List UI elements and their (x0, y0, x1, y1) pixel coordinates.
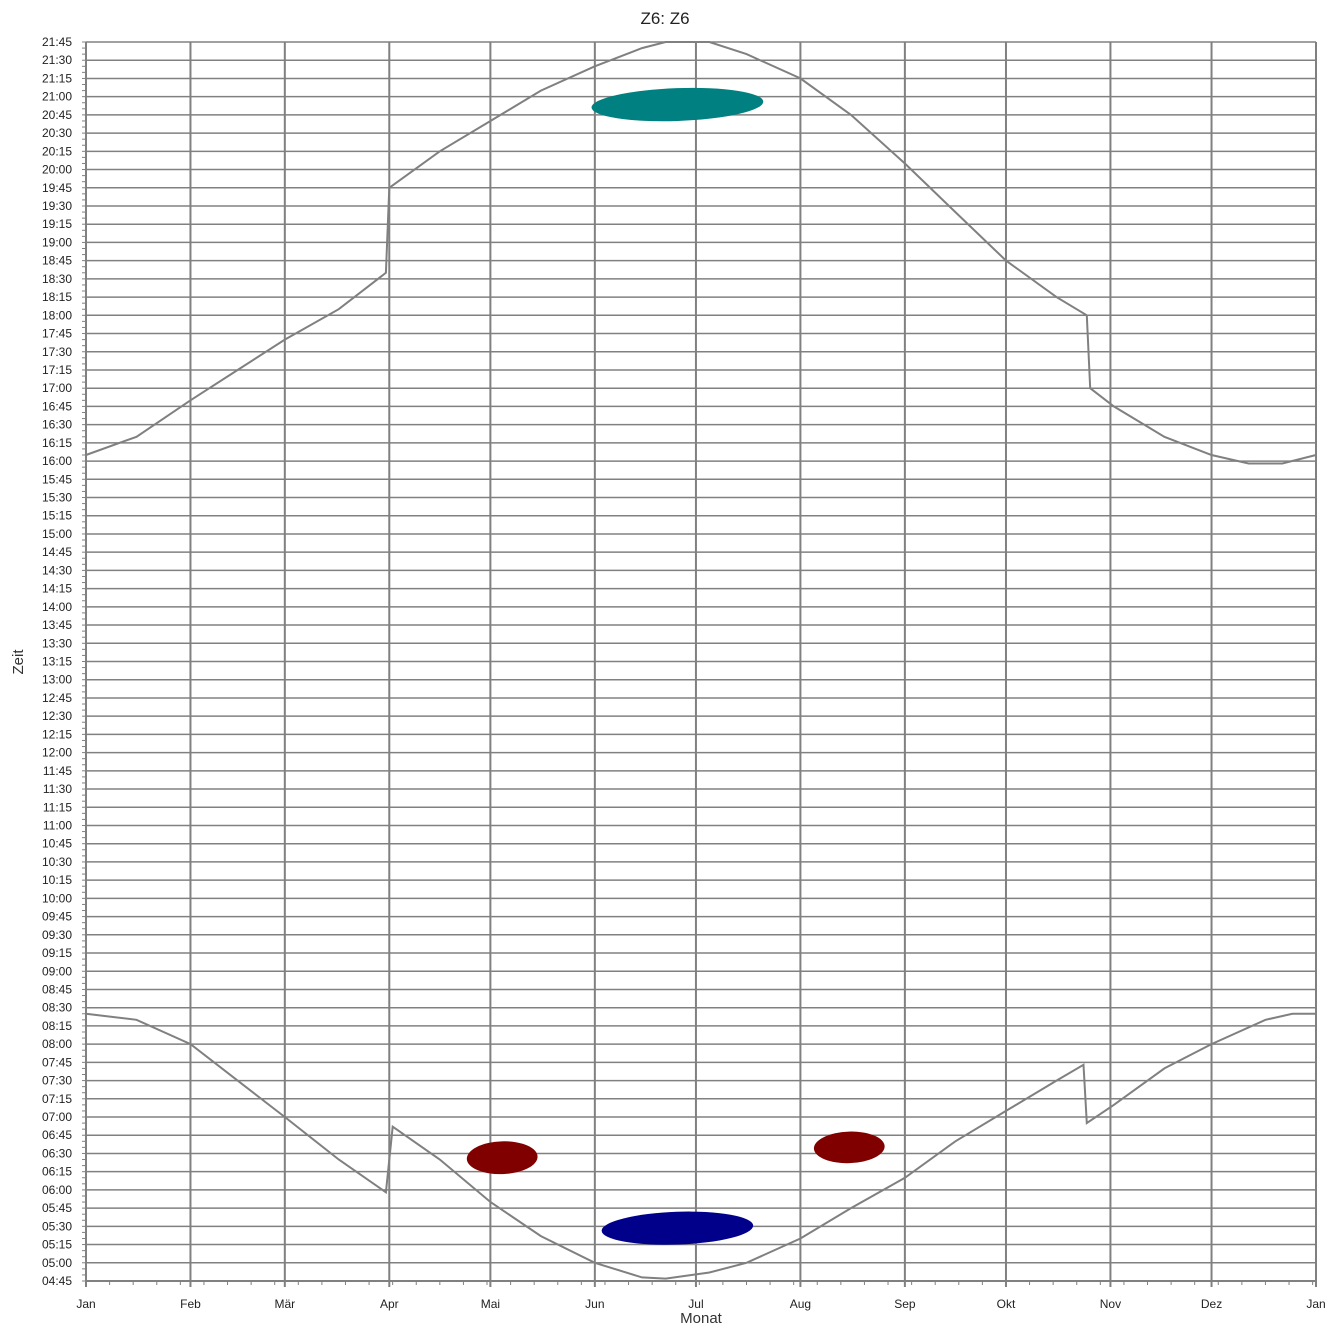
grid (85, 41, 1317, 1287)
y-tick-label: 15:15 (42, 509, 72, 523)
y-tick-label: 11:30 (43, 782, 72, 796)
y-tick-label: 08:00 (42, 1037, 72, 1051)
y-tick-label: 09:15 (42, 946, 72, 960)
y-tick-label: 16:45 (42, 399, 72, 413)
cluster-blob (601, 1211, 754, 1245)
y-tick-label: 10:00 (42, 891, 72, 905)
y-tick-label: 20:00 (42, 163, 72, 177)
y-tick-label: 17:45 (42, 327, 72, 341)
y-tick-label: 14:45 (42, 545, 72, 559)
y-tick-label: 21:30 (42, 53, 72, 67)
y-tick-label: 07:15 (42, 1092, 72, 1106)
sunrise-curve (85, 1012, 1316, 1280)
y-tick-label: 09:00 (42, 964, 72, 978)
y-tick-label: 20:30 (42, 126, 72, 140)
y-tick-label: 06:15 (42, 1165, 72, 1179)
cluster-blob (813, 1131, 885, 1164)
y-tick-label: 19:15 (42, 217, 72, 231)
x-tick-label: Jan (76, 1297, 95, 1311)
y-tick-label: 19:30 (42, 199, 72, 213)
y-tick-label: 13:15 (42, 655, 72, 669)
x-tick-label: Jun (585, 1297, 604, 1311)
y-tick-label: 11:15 (43, 800, 72, 814)
y-tick-label: 04:45 (42, 1274, 72, 1288)
y-tick-label: 21:45 (42, 35, 72, 49)
ticks: 04:45 05:00 05:15 05:30 05:45 06:00 06:15 06:30… (42, 35, 1326, 1311)
chart-title: Z6: Z6 (640, 9, 689, 28)
y-tick-label: 14:15 (42, 582, 72, 596)
y-tick-label: 13:00 (42, 673, 72, 687)
y-tick-label: 18:30 (42, 272, 72, 286)
y-tick-label: 08:45 (42, 982, 72, 996)
y-tick-label: 16:30 (42, 418, 72, 432)
y-tick-label: 11:45 (43, 764, 72, 778)
sunset-curve (85, 41, 1317, 465)
x-tick-label: Feb (180, 1297, 201, 1311)
x-axis-label: Monat (680, 1310, 723, 1327)
y-tick-label: 16:00 (42, 454, 72, 468)
y-tick-label: 10:30 (42, 855, 72, 869)
y-tick-label: 06:30 (42, 1146, 72, 1160)
y-tick-label: 15:45 (42, 472, 72, 486)
y-tick-label: 07:00 (42, 1110, 72, 1124)
x-tick-label: Okt (997, 1297, 1016, 1311)
x-tick-label: Dez (1201, 1297, 1222, 1311)
y-tick-label: 08:15 (42, 1019, 72, 1033)
y-tick-label: 18:45 (42, 254, 72, 268)
y-tick-label: 14:30 (42, 563, 72, 577)
y-tick-label: 13:30 (42, 636, 72, 650)
y-tick-label: 09:30 (42, 928, 72, 942)
y-tick-label: 14:00 (42, 600, 72, 614)
y-tick-label: 21:15 (42, 71, 72, 85)
x-tick-label: Sep (894, 1297, 916, 1311)
y-tick-label: 17:00 (42, 381, 72, 395)
y-tick-label: 06:00 (42, 1183, 72, 1197)
x-tick-label: Apr (380, 1297, 399, 1311)
x-tick-label: Nov (1100, 1297, 1121, 1311)
y-tick-label: 12:45 (42, 691, 72, 705)
y-tick-label: 17:30 (42, 345, 72, 359)
y-tick-label: 18:00 (42, 308, 72, 322)
y-tick-label: 20:45 (42, 108, 72, 122)
x-tick-label: Mär (274, 1297, 295, 1311)
x-tick-label: Aug (790, 1297, 811, 1311)
y-tick-label: 07:45 (42, 1055, 72, 1069)
y-tick-label: 16:15 (42, 436, 72, 450)
y-tick-label: 08:30 (42, 1001, 72, 1015)
y-tick-label: 10:45 (42, 837, 72, 851)
y-tick-label: 13:45 (42, 618, 72, 632)
y-tick-label: 19:45 (42, 181, 72, 195)
y-tick-label: 15:30 (42, 491, 72, 505)
y-tick-label: 12:30 (42, 709, 72, 723)
y-axis-label: Zeit (10, 649, 27, 675)
y-tick-label: 12:00 (42, 746, 72, 760)
cluster-blob (466, 1141, 538, 1175)
clusters (466, 87, 885, 1245)
y-tick-label: 06:45 (42, 1128, 72, 1142)
y-tick-label: 05:30 (42, 1219, 72, 1233)
y-tick-label: 10:15 (42, 873, 72, 887)
y-tick-label: 12:15 (42, 727, 72, 741)
y-tick-label: 11:00 (43, 818, 72, 832)
y-tick-label: 18:15 (42, 290, 72, 304)
y-tick-label: 17:15 (42, 363, 72, 377)
x-tick-label: Jan (1306, 1297, 1325, 1311)
cluster-blob (591, 87, 764, 122)
y-tick-label: 09:45 (42, 910, 72, 924)
y-tick-label: 15:00 (42, 527, 72, 541)
y-tick-label: 05:45 (42, 1201, 72, 1215)
y-tick-label: 19:00 (42, 235, 72, 249)
y-tick-label: 21:00 (42, 90, 72, 104)
x-tick-label: Jul (688, 1297, 703, 1311)
y-tick-label: 05:00 (42, 1256, 72, 1270)
y-tick-label: 07:30 (42, 1074, 72, 1088)
y-tick-label: 05:15 (42, 1238, 72, 1252)
curves (85, 41, 1317, 1280)
y-tick-label: 20:15 (42, 144, 72, 158)
x-tick-label: Mai (481, 1297, 500, 1311)
